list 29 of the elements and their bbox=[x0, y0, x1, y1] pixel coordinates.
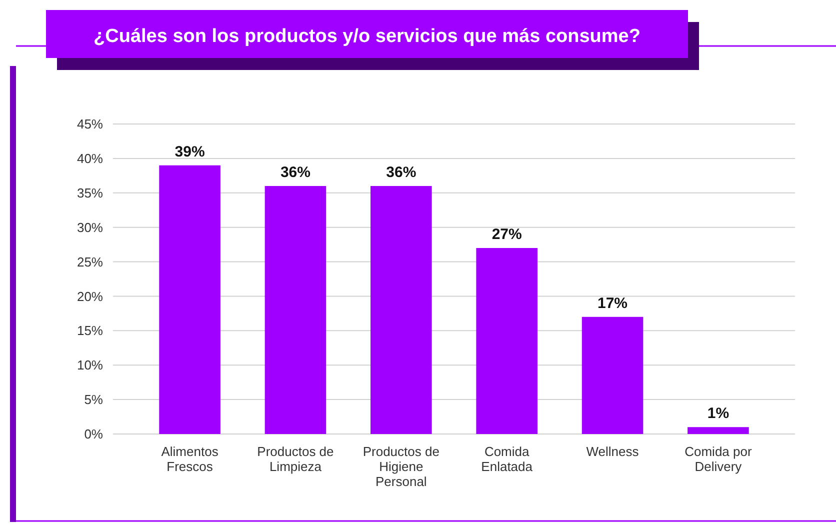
x-tick-label: Comida por Delivery bbox=[684, 444, 752, 474]
chart-title: ¿Cuáles son los productos y/o servicios que más consume? bbox=[94, 26, 640, 47]
x-tick-label: Alimentos Frescos bbox=[161, 444, 219, 474]
data-label: 27% bbox=[492, 226, 522, 243]
y-tick-label: 30% bbox=[76, 220, 104, 235]
data-label: 39% bbox=[174, 143, 205, 160]
y-tick-label: 25% bbox=[76, 254, 104, 270]
data-label: 36% bbox=[386, 164, 416, 181]
y-tick-label: 45% bbox=[76, 116, 104, 132]
data-label: 17% bbox=[598, 294, 628, 312]
x-tick-label: Productos de Higiene Personal bbox=[362, 444, 440, 489]
bar bbox=[476, 248, 538, 434]
data-label: 36% bbox=[280, 164, 310, 181]
x-tick-label: Comida Enlatada bbox=[481, 444, 534, 474]
y-tick-label: 35% bbox=[76, 185, 104, 200]
y-tick-label: 0% bbox=[84, 426, 104, 442]
y-tick-label: 5% bbox=[84, 392, 104, 408]
data-label: 1% bbox=[707, 405, 730, 422]
bar bbox=[370, 186, 432, 434]
x-tick-label: Wellness bbox=[586, 444, 640, 459]
y-tick-label: 20% bbox=[76, 288, 104, 304]
bar bbox=[264, 186, 326, 434]
bar bbox=[688, 427, 749, 434]
y-tick-label: 15% bbox=[76, 323, 104, 338]
bar bbox=[582, 316, 644, 434]
y-tick-label: 40% bbox=[76, 150, 104, 166]
bar bbox=[159, 165, 220, 434]
x-tick-label: Productos de Limpieza bbox=[257, 444, 334, 474]
y-tick-label: 10% bbox=[76, 358, 104, 373]
